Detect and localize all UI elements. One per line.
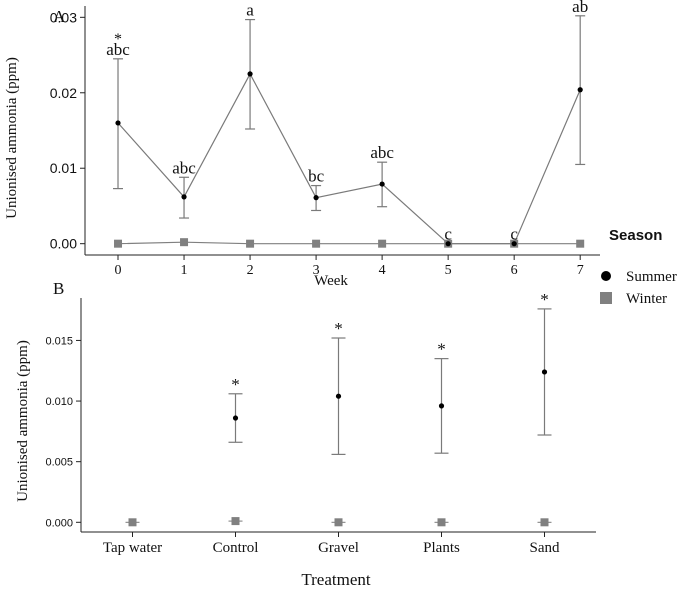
panel-a-significance-letters: abc xyxy=(106,40,130,59)
panel-b-x-tick-label: Sand xyxy=(530,540,561,556)
panel-b-x-tick-label: Gravel xyxy=(318,540,359,556)
panel-b-point-winter xyxy=(540,518,549,527)
panel-a-significance-star: * xyxy=(576,0,584,5)
panel-b-x-tick-label: Plants xyxy=(423,540,460,556)
panel-a-series-line-summer xyxy=(117,72,581,245)
panel-a-y-tick-label: 0.00 xyxy=(50,236,77,252)
panel-a-lines xyxy=(117,72,581,245)
panel-a-significance-letters: c xyxy=(510,225,518,244)
panel-a-point-summer xyxy=(181,194,187,200)
panel-a-significance-letters: c xyxy=(444,225,452,244)
panel-b-significance-star: * xyxy=(540,290,549,309)
panel-a-x-tick-label: 6 xyxy=(511,263,518,278)
panel-a-significance-letters: ab xyxy=(572,0,588,16)
panel-a-label: A xyxy=(53,7,66,26)
panel-a-x-axis-label: Week xyxy=(314,273,348,289)
panel-a-x-tick-label: 0 xyxy=(115,263,122,278)
panel-a-significance-letters: bc xyxy=(308,167,325,186)
panel-a-significance-star: * xyxy=(246,0,254,9)
panel-a-point-winter xyxy=(312,239,321,248)
panel-b-significance-star: * xyxy=(437,340,446,359)
legend-label-winter: Winter xyxy=(626,291,667,307)
panel-a-x-tick-label: 2 xyxy=(247,263,254,278)
panel-b-point-winter xyxy=(437,518,446,527)
panel-a-x-tick-label: 1 xyxy=(181,263,188,278)
panel-a-x-tick-label: 5 xyxy=(445,263,452,278)
panel-a-significance-letters: abc xyxy=(172,158,196,177)
panel-a-point-summer xyxy=(247,71,253,77)
panel-b-significance-star: * xyxy=(334,319,343,338)
panel-b-x-axis-label: Treatment xyxy=(301,570,371,589)
panel-a-point-winter xyxy=(576,239,585,248)
panel-a-point-summer xyxy=(313,195,319,201)
panel-b-y-tick-label: 0.010 xyxy=(45,396,73,408)
panel-b-label: B xyxy=(53,279,64,298)
panel-b-point-winter xyxy=(334,518,343,527)
panel-b-y-tick-label: 0.000 xyxy=(45,517,73,529)
panel-b-axes: 0.000 0.005 0.010 0.015 Tap water Control Grav… xyxy=(45,298,596,556)
panel-a-significance-star: * xyxy=(114,31,122,48)
panel-b-point-summer xyxy=(438,403,445,409)
panel-a-point-summer xyxy=(115,120,121,126)
legend-marker-summer xyxy=(601,271,611,281)
panel-a-significance-letters: abc xyxy=(370,143,394,162)
legend: Season Summer Winter xyxy=(600,227,677,307)
legend-title: Season xyxy=(609,227,662,244)
panel-a-x-tick-label: 7 xyxy=(577,263,584,278)
panel-a-point-summer xyxy=(577,87,583,93)
panel-b: B Unionised ammonia (ppm) Treatment 0.00… xyxy=(15,279,596,589)
panel-b-marks: * * * * xyxy=(125,290,552,527)
panel-a-y-tick-label: 0.03 xyxy=(50,9,77,25)
panel-a-point-summer xyxy=(379,181,385,187)
panel-b-significance-star: * xyxy=(231,375,240,394)
panel-b-x-tick-label: Tap water xyxy=(103,540,162,556)
legend-label-summer: Summer xyxy=(626,269,677,285)
panel-a-y-tick-label: 0.01 xyxy=(50,160,77,176)
legend-marker-winter xyxy=(600,292,612,304)
panel-b-point-winter xyxy=(231,517,240,526)
panel-b-point-summer xyxy=(232,415,239,421)
panel-b-y-axis-label: Unionised ammonia (ppm) xyxy=(15,340,31,502)
panel-a-point-winter xyxy=(378,239,387,248)
panel-a: A Unionised ammonia (ppm) Week 0.000.010… xyxy=(4,0,600,289)
panel-b-point-summer xyxy=(541,369,548,375)
panel-b-point-winter xyxy=(128,518,137,527)
panel-a-significance-letters: a xyxy=(246,1,254,20)
panel-a-point-summer xyxy=(511,241,517,247)
panel-b-point-summer xyxy=(335,393,342,399)
panel-a-point-winter xyxy=(180,238,189,247)
panel-b-y-tick-label: 0.015 xyxy=(45,335,73,347)
panel-a-axes: 0.00 0.01 0.02 0.03 0 1 2 3 4 5 6 7 xyxy=(50,6,600,278)
panel-a-y-tick-label: 0.02 xyxy=(50,85,77,101)
panel-a-y-axis-label: Unionised ammonia (ppm) xyxy=(4,57,20,219)
panel-a-x-tick-label: 3 xyxy=(313,263,320,278)
panel-a-point-summer xyxy=(445,241,451,247)
panel-b-y-tick-label: 0.005 xyxy=(45,457,73,469)
panel-b-x-tick-label: Control xyxy=(213,540,259,556)
panel-a-x-tick-label: 4 xyxy=(379,263,386,278)
panel-a-point-winter xyxy=(246,239,255,248)
panel-a-point-winter xyxy=(114,239,123,248)
